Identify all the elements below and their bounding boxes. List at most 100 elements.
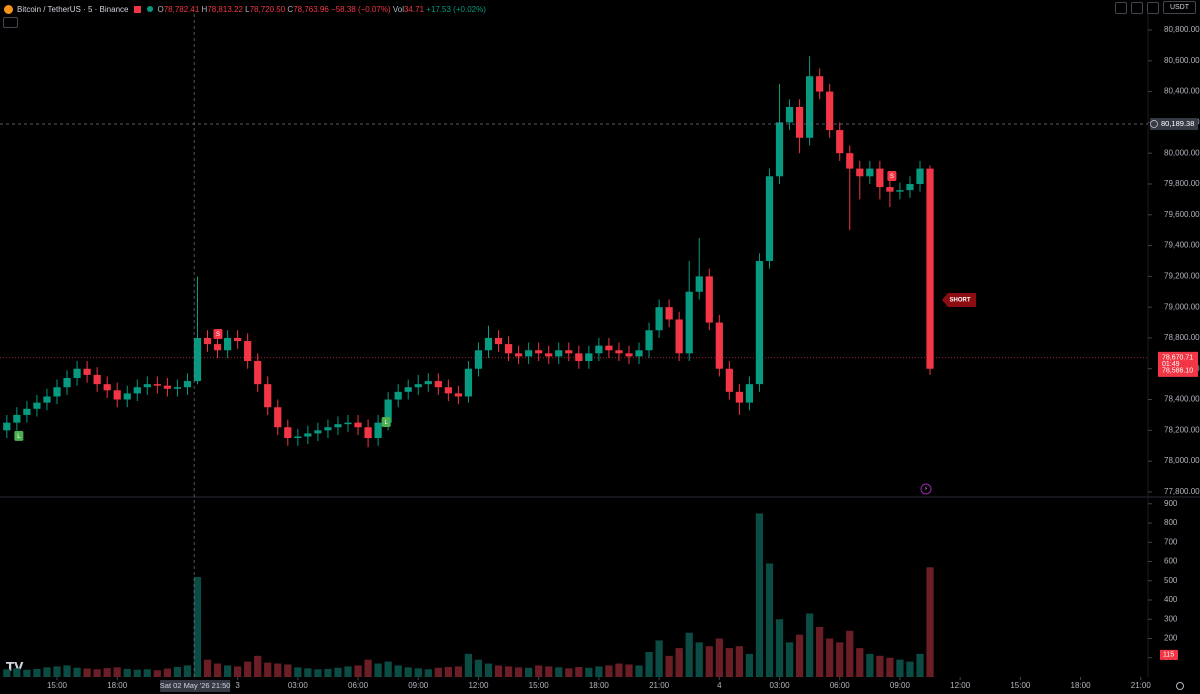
candle-body [63,377,71,388]
candle-body [23,408,31,415]
y-tick-label: 77,800.00 [1164,487,1200,496]
candle-body [635,350,643,357]
candle-body [93,374,101,385]
x-tick-label: 03:00 [288,681,309,690]
candle-body [755,260,764,385]
volume-bar [193,576,202,677]
candle-body [675,319,683,354]
volume-bar [113,667,121,677]
candle-body [414,384,422,388]
ohlc-value: 78,763.96 [293,4,329,14]
volume-bar [404,667,412,677]
x-tick-label: 12:00 [950,681,971,690]
candle-body [514,353,523,357]
volume-change: +17.53 (+0.02%) [426,4,486,14]
volume-bar [494,665,503,677]
volume-bar [294,667,302,677]
x-tick-label: 09:00 [408,681,429,690]
candle-body [203,337,212,345]
countdown-label: 01:49 [1162,361,1180,368]
signal-marker: S [213,328,223,339]
volume-bar [53,666,61,677]
last-volume-badge [1160,649,1178,660]
symbol[interactable]: Bitcoin / TetherUS · 5 · Binance [17,4,129,14]
x-tick-label: 21:00 [1131,681,1152,690]
candle-body [13,414,21,423]
flag-icon[interactable] [134,5,142,13]
event-icon-glyph: ⚡ [924,486,928,493]
toolbar-button[interactable] [1146,1,1159,14]
volume-tick-label: 500 [1164,576,1178,585]
volume-tick-label: 200 [1164,634,1178,643]
y-tick-label: 78,400.00 [1164,395,1200,404]
settings-icon[interactable] [1176,682,1184,690]
event-icon[interactable] [920,483,932,495]
candle-body [735,391,743,403]
candle-body [73,368,81,378]
volume-bar [344,666,352,677]
candle-body [163,385,171,389]
candle-body [274,407,282,428]
candle-body [775,122,784,177]
x-tick-label: 18:00 [1071,681,1092,690]
toolbar-button[interactable] [1114,1,1127,14]
candle-body [565,350,573,354]
candle-body [695,276,703,292]
candle-body [183,381,192,388]
volume-bar [73,667,81,677]
candle-body [826,91,834,131]
ohlc-key: H [201,4,208,14]
volume-tick-label: 300 [1164,614,1178,623]
candle-body [123,393,131,400]
volume-bar [896,659,904,677]
candle-body [484,337,493,351]
last-price-badge [1158,351,1198,377]
volume-bar [816,626,824,677]
candle-body [223,337,232,351]
candle-body [153,384,161,386]
candle-body [454,393,463,397]
currency-button[interactable]: USDT [1162,1,1196,14]
candle-body [685,291,693,354]
candle-body [334,424,342,428]
x-tick-label: 03:00 [770,681,791,690]
volume-tick-label: 800 [1164,518,1178,527]
volume-bar [605,665,613,677]
candle-body [344,422,352,425]
candle-body [525,350,533,357]
volume-bar [484,663,493,677]
volume-bar [695,642,703,677]
candle-body [254,361,262,385]
candle-body [404,387,412,392]
change: −58.38 (−0.07%) [331,4,391,14]
volume-bar [665,655,673,677]
y-tick-label: 78,800.00 [1164,333,1200,342]
volume-bar [264,662,272,677]
volume-bar [254,655,262,677]
candle-body [314,430,322,434]
volume-bar [203,659,212,677]
candle-body [294,436,302,439]
signal-label: L [384,420,388,426]
volume-bar [364,659,372,677]
y-tick-label: 78,200.00 [1164,425,1200,434]
candle-body [284,427,292,439]
toolbar-button[interactable] [1130,1,1143,14]
candle-body [585,353,593,362]
volume-bar [886,657,894,677]
volume-bar [906,661,914,677]
y-tick-label: 80,800.00 [1164,25,1200,34]
ohlc-value: 78,782.41 [163,4,200,14]
volume-bar [635,665,643,677]
volume-bar [414,668,422,677]
volume-bar [213,663,222,677]
candle-body [545,353,553,357]
volume-bar [535,665,543,677]
volume-bar [454,666,463,677]
volume-bar [304,668,312,677]
candle-body [133,387,141,394]
collapse-button[interactable] [3,17,18,28]
candle-body [715,322,723,369]
volume-bar [615,663,623,677]
signal-label: L [17,434,21,440]
